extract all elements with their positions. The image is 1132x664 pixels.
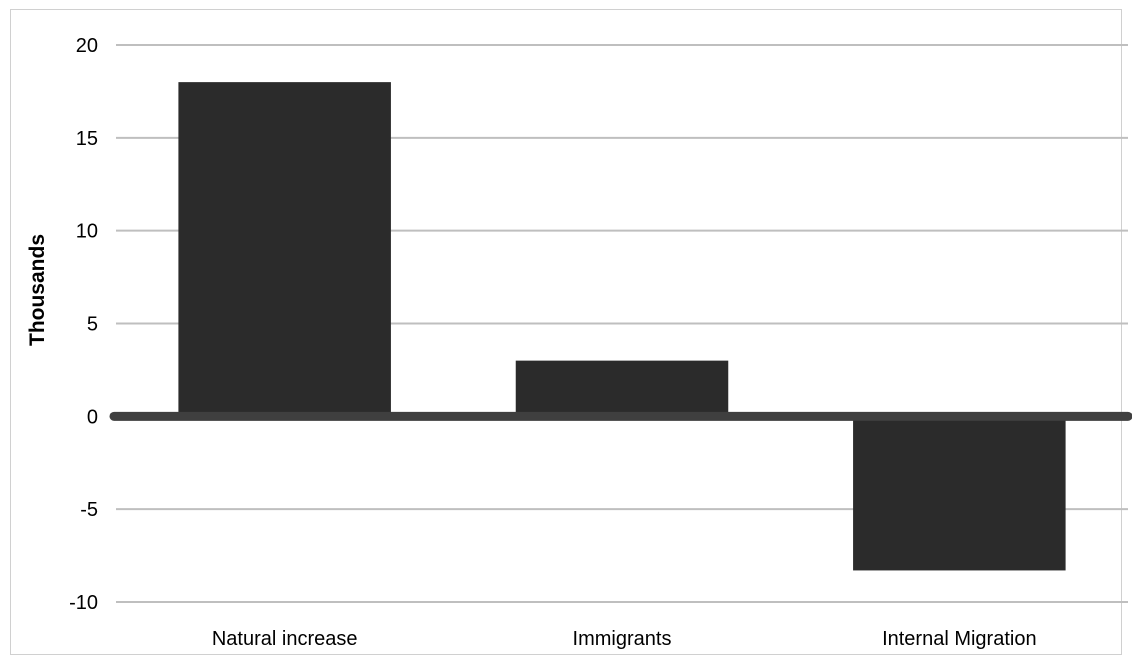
bar <box>178 82 391 417</box>
y-tick-label: -5 <box>80 499 98 521</box>
bar <box>515 360 729 417</box>
y-tick-label: 10 <box>76 221 98 243</box>
y-tick-label: 5 <box>87 314 98 336</box>
x-tick-label: Natural increase <box>212 628 358 650</box>
y-tick-label: -10 <box>69 592 98 614</box>
y-tick-label: 15 <box>76 128 98 150</box>
bar <box>853 416 1066 571</box>
y-tick-label: 20 <box>76 35 98 57</box>
x-tick-label: Internal Migration <box>882 628 1037 650</box>
y-axis-title: Thousands <box>26 234 49 346</box>
y-tick-label: 0 <box>87 406 98 428</box>
bars <box>178 82 1066 571</box>
x-tick-label: Immigrants <box>573 628 672 650</box>
labels: Thousands 20 15 10 5 0 -5 -10 Natural increase I… <box>26 35 1037 650</box>
